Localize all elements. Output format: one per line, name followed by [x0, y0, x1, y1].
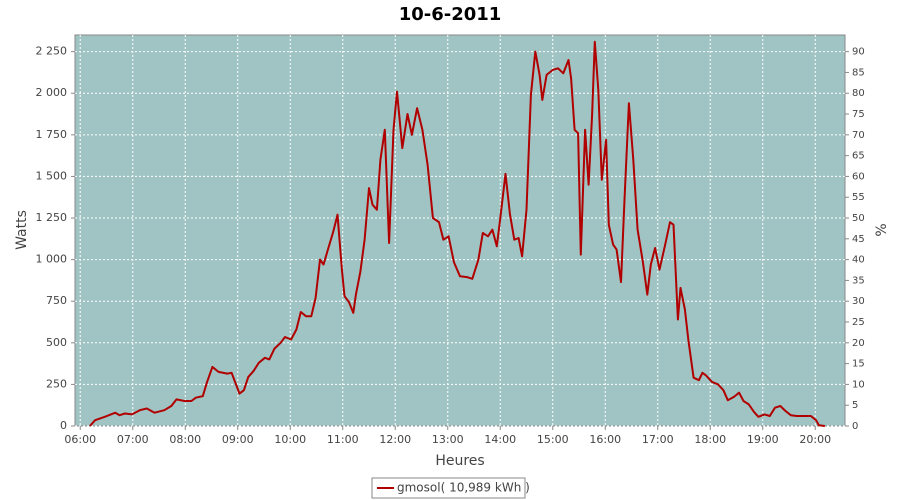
x-tick-label: 11:00	[327, 433, 359, 446]
y-tick-label: 1 750	[36, 128, 68, 141]
x-tick-label: 09:00	[222, 433, 254, 446]
y-tick-label: 1 500	[36, 169, 68, 182]
x-tick-label: 16:00	[589, 433, 621, 446]
y2-tick-label: 20	[852, 338, 865, 349]
x-tick-label: 20:00	[799, 433, 831, 446]
y-tick-label: 0	[60, 419, 67, 432]
legend-box	[371, 477, 526, 499]
y2-tick-label: 90	[852, 47, 865, 58]
y2-tick-label: 80	[852, 88, 865, 99]
y2-tick-label: 15	[852, 359, 865, 370]
series-line	[89, 40, 826, 427]
y2-tick-label: 75	[852, 109, 865, 120]
y-tick-label: 1 000	[36, 253, 68, 266]
y-tick-label: 250	[46, 377, 67, 390]
y2-tick-label: 30	[852, 296, 865, 307]
y2-tick-label: 50	[852, 213, 865, 224]
y2-tick-label: 70	[852, 130, 865, 141]
y2-tick-label: 85	[852, 67, 865, 78]
y2-tick-label: 55	[852, 192, 865, 203]
x-axis-label: Heures	[435, 453, 484, 469]
y2-tick-label: 0	[852, 421, 858, 432]
x-tick-label: 17:00	[642, 433, 674, 446]
y-tick-label: 2 250	[36, 45, 68, 58]
x-tick-label: 13:00	[432, 433, 464, 446]
x-tick-label: 14:00	[484, 433, 516, 446]
x-tick-label: 07:00	[117, 433, 149, 446]
plot-area	[74, 34, 846, 427]
y2-tick-label: 25	[852, 317, 865, 328]
x-tick-label: 06:00	[64, 433, 96, 446]
y-axis-label: Watts	[14, 210, 30, 250]
y2-tick-label: 65	[852, 151, 865, 162]
y2-tick-label: 45	[852, 234, 865, 245]
x-tick-label: 19:00	[747, 433, 779, 446]
y2-tick-label: 5	[852, 400, 858, 411]
x-tick-label: 18:00	[694, 433, 726, 446]
y2-axis-label: %	[874, 223, 890, 236]
x-tick-label: 08:00	[169, 433, 201, 446]
y-tick-label: 1 250	[36, 211, 68, 224]
y2-tick-label: 60	[852, 171, 865, 182]
x-tick-label: 10:00	[274, 433, 306, 446]
x-tick-label: 12:00	[379, 433, 411, 446]
y2-tick-label: 35	[852, 275, 865, 286]
y-tick-label: 500	[46, 336, 67, 349]
y-tick-label: 750	[46, 294, 67, 307]
y2-tick-label: 10	[852, 379, 865, 390]
y2-tick-label: 40	[852, 255, 865, 266]
x-tick-label: 15:00	[537, 433, 569, 446]
y-tick-label: 2 000	[36, 86, 68, 99]
chart-title: 10-6-2011	[399, 4, 502, 25]
legend-label: gmosol( 10,989 kWh )	[397, 481, 530, 495]
